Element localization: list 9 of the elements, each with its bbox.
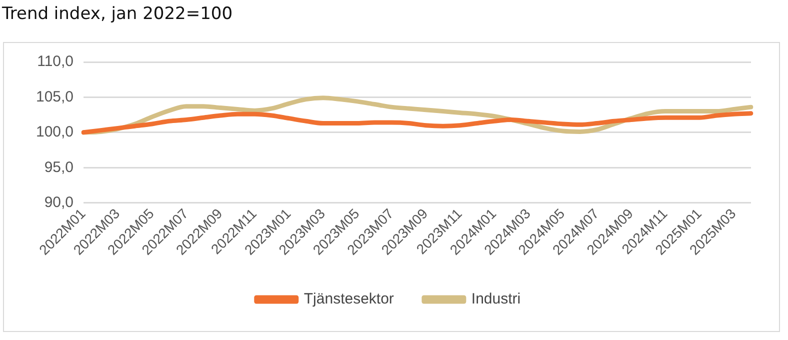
y-tick-label: 105,0 bbox=[36, 88, 74, 106]
chart-title: Trend index, jan 2022=100 bbox=[2, 4, 233, 24]
y-tick-label: 100,0 bbox=[36, 124, 74, 141]
line-series bbox=[81, 111, 754, 135]
y-tick-label: 95,0 bbox=[44, 158, 74, 176]
y-tick-label: 90,0 bbox=[44, 194, 74, 211]
legend-label: Tjänstesektor bbox=[304, 290, 394, 308]
legend-label: Industri bbox=[471, 290, 521, 308]
y-tick-label: 110,0 bbox=[37, 53, 74, 70]
